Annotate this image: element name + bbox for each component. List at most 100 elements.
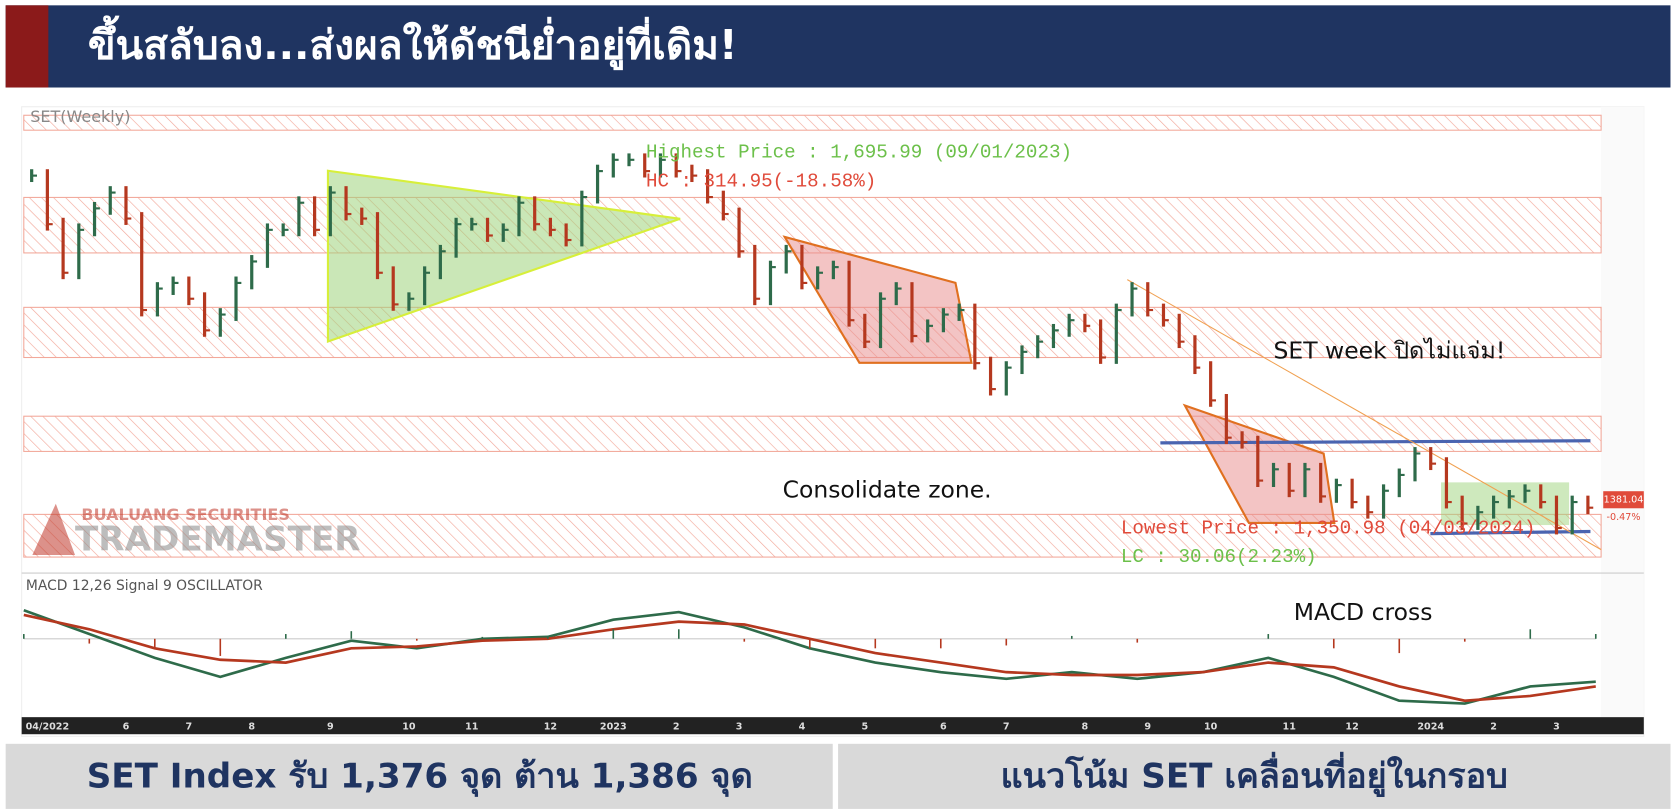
x-tick-label: 11 (465, 722, 479, 733)
footer-box (5, 743, 833, 809)
annotation: MACD cross (1294, 598, 1433, 626)
x-tick-label: 2024 (1417, 722, 1444, 733)
price-bar (1491, 495, 1499, 519)
price-bar (753, 244, 761, 306)
date-axis-bar (21, 717, 1644, 735)
last-price-marker (1603, 491, 1644, 509)
x-tick-label: 2 (673, 722, 680, 733)
price-bar (313, 196, 320, 237)
annotation: Lowest Price : 1,350.98 (04/03/2024) (1121, 517, 1536, 539)
price-bar (1020, 345, 1028, 375)
x-tick-label: 2 (1490, 722, 1497, 733)
price-bar (627, 153, 635, 167)
price-bar (1460, 495, 1468, 530)
price-bar (1570, 495, 1578, 535)
price-bar (187, 276, 195, 306)
price-bar (926, 319, 934, 343)
price-bar (218, 308, 226, 337)
price-bar (564, 223, 572, 247)
zone (23, 415, 1602, 452)
price-bar (1539, 484, 1547, 509)
price-bar (1193, 335, 1201, 375)
price-bar (1444, 457, 1452, 509)
price-bar (847, 260, 855, 327)
price-bar (407, 292, 415, 311)
price-bar (1334, 478, 1342, 503)
price-bar (1381, 484, 1389, 519)
x-tick-label: 7 (186, 722, 193, 733)
price-bar (375, 212, 383, 280)
header-title: ขึ้นสลับลง...ส่งผลให้ดัชนีย่ำอยู่ที่เดิม… (88, 15, 738, 71)
x-tick-label: 10 (402, 722, 416, 733)
price-bar (360, 207, 368, 225)
price-bar (1004, 361, 1012, 396)
zones (23, 114, 1602, 558)
price-bar (894, 282, 902, 306)
support-line (1430, 529, 1591, 536)
price-bar (1146, 282, 1154, 317)
triangle-pattern (326, 169, 681, 344)
annotation: Highest Price : 1,695.99 (09/01/2023) (646, 142, 1072, 164)
logo (32, 503, 76, 555)
price-bar (611, 153, 619, 178)
price-bar (706, 169, 713, 204)
price-bar (1507, 489, 1515, 509)
price-bar (658, 153, 666, 178)
price-bar (1177, 313, 1185, 349)
x-tick-label: 6 (940, 722, 947, 733)
price-bar (548, 217, 556, 237)
price-bar (973, 303, 981, 370)
price-bar (140, 212, 148, 317)
price-bar (1586, 495, 1594, 515)
trend-line (1127, 279, 1602, 551)
price-bar (1271, 462, 1279, 487)
price-bar (1476, 505, 1484, 530)
x-tick-label: 2023 (600, 722, 627, 733)
x-tick-label: 8 (1082, 722, 1089, 733)
annotation: HC : 314.95(-18.58%) (646, 171, 876, 193)
price-bar (45, 169, 53, 231)
price-bar (1099, 319, 1106, 364)
zone (23, 114, 1602, 131)
price-bar (234, 276, 242, 321)
price-bar (1240, 431, 1248, 449)
last-price-change: -0.47% (1607, 512, 1641, 523)
price-bar (328, 186, 336, 237)
footer-right: แนวโน้ม SET เคลื่อนที่อยู่ในกรอบ (1001, 751, 1508, 797)
footer-left: SET Index รับ 1,376 จุด ต้าน 1,386 จุด (87, 756, 753, 797)
price-bar (171, 276, 179, 295)
price-bar (1161, 303, 1169, 327)
price-bar (1256, 435, 1264, 487)
price-bar (470, 217, 478, 231)
price-bar (737, 207, 745, 258)
x-tick-label: 11 (1283, 722, 1297, 733)
header-accent (5, 5, 49, 88)
price-bar (674, 153, 682, 178)
chart-title: MACD 12,26 Signal 9 OSCILLATOR (26, 578, 263, 594)
x-tick-label: 5 (861, 722, 868, 733)
x-tick-label: 7 (1003, 722, 1010, 733)
price-bar (1303, 462, 1311, 498)
zone (23, 306, 1602, 359)
price-bar (910, 282, 918, 343)
price-bar (1523, 484, 1531, 503)
x-tick-label: 12 (544, 722, 557, 733)
price-bar (485, 217, 493, 242)
x-tick-label: 6 (123, 722, 130, 733)
watermark: BUALUANG SECURITIES TRADEMASTER (32, 503, 361, 560)
x-tick-label: 12 (1345, 722, 1358, 733)
x-tick-label: 9 (1144, 722, 1151, 733)
x-tick-label: 3 (736, 722, 743, 733)
zone (23, 513, 1602, 558)
price-bar (1067, 313, 1075, 337)
price-bar (501, 223, 509, 242)
annotation: SET week ปิดไม่แจ่ม! (1273, 337, 1505, 365)
x-tick-label: 04/2022 (26, 722, 70, 733)
price-bar (1366, 495, 1374, 519)
price-bar (831, 260, 839, 280)
price-bar (250, 255, 258, 290)
price-bar (768, 260, 776, 306)
price-bar (1319, 462, 1327, 503)
price-bar (800, 244, 808, 290)
